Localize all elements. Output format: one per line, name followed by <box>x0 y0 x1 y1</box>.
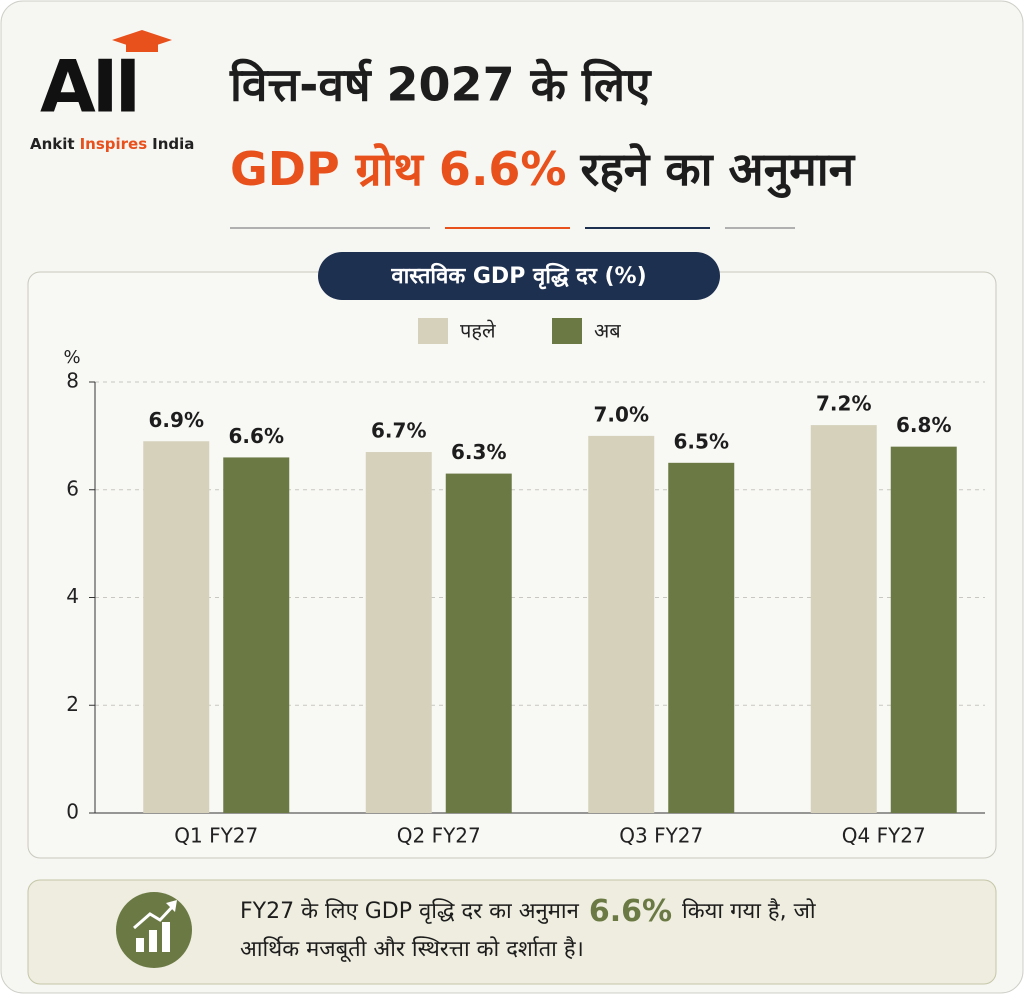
bar <box>588 435 655 813</box>
icon <box>166 900 177 912</box>
value-label: 6.8% <box>896 413 951 437</box>
bar <box>223 457 290 813</box>
footer-line2: आर्थिक मजबूती और स्थिरत्ता को दर्शाता है… <box>240 936 584 963</box>
legend-label: पहले <box>460 319 496 343</box>
x-tick-label: Q3 FY27 <box>619 824 703 848</box>
value-label: 6.6% <box>229 424 284 448</box>
x-tick-label: Q1 FY27 <box>174 824 258 848</box>
plot: 0 2 4 6 8 पहले अब Q1 FY27 6.9% 6.6% Q2 FY27 6.7% 6.3… <box>66 318 985 848</box>
brand-word: India <box>152 135 194 153</box>
brand-word: Ankit <box>30 135 75 153</box>
x-tick-label: Q4 FY27 <box>842 824 926 848</box>
legend-swatch <box>552 318 582 344</box>
icon <box>162 922 170 952</box>
footer-text: किया गया है, जो <box>682 898 816 924</box>
footer-line1: FY27 के लिए GDP वृद्धि दर का अनुमान 6.6% क… <box>240 894 816 929</box>
icon <box>136 938 144 952</box>
footer-text: FY27 के लिए GDP वृद्धि दर का अनुमान <box>240 898 580 924</box>
y-tick-label: 2 <box>66 692 79 716</box>
value-label: 6.7% <box>371 419 426 443</box>
bar <box>445 473 512 813</box>
y-tick-label: 6 <box>66 476 79 500</box>
chart-title: वास्तविक GDP वृद्धि दर (%) <box>390 262 646 290</box>
value-label: 6.5% <box>674 429 729 453</box>
title-line1: वित्त-वर्ष 2027 के लिए <box>229 58 652 112</box>
value-label: 7.0% <box>594 402 649 426</box>
title-line2: GDP ग्रोथ 6.6% रहने का अनुमान <box>230 142 856 199</box>
bar <box>668 462 735 813</box>
logo-cap-base <box>126 42 158 52</box>
value-label: 6.9% <box>149 408 204 432</box>
bar <box>365 452 432 813</box>
icon <box>133 903 176 930</box>
y-tick-label: 8 <box>66 369 79 393</box>
footer-highlight: 6.6% <box>589 894 672 929</box>
brand-word: Inspires <box>80 135 148 153</box>
x-tick-label: Q2 FY27 <box>397 824 481 848</box>
legend-label: अब <box>594 319 621 343</box>
logo: AII <box>40 45 137 129</box>
y-tick-label: 4 <box>66 584 79 608</box>
icon <box>149 930 157 952</box>
bar <box>810 425 877 813</box>
value-label: 7.2% <box>816 392 871 416</box>
title-rest: रहने का अनुमान <box>580 142 856 199</box>
legend-swatch <box>418 318 448 344</box>
brand: Ankit Inspires India <box>30 135 194 153</box>
y-axis-label: % <box>63 347 80 368</box>
bar <box>890 446 957 813</box>
value-label: 6.3% <box>451 440 506 464</box>
y-tick-label: 0 <box>66 800 79 824</box>
chart-title-pill <box>318 252 720 300</box>
bar <box>143 441 210 813</box>
footer-box <box>27 879 997 985</box>
title-highlight: GDP ग्रोथ 6.6% <box>230 142 567 196</box>
